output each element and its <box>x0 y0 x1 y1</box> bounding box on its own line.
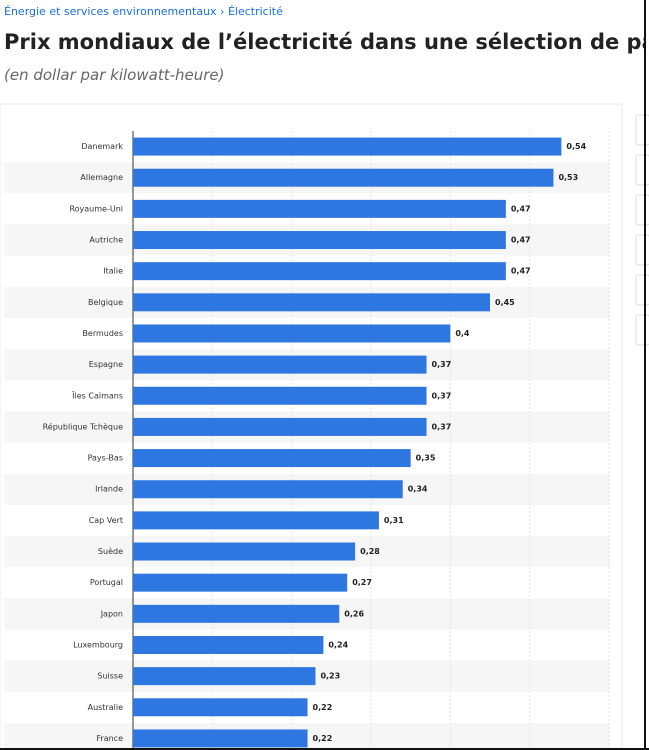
y-tick-label: Danemark <box>81 142 123 151</box>
y-tick-label: Portugal <box>90 578 123 587</box>
value-label: 0,24 <box>328 640 348 649</box>
bar <box>133 324 451 343</box>
y-tick-label: Royaume-Uni <box>69 204 123 213</box>
y-tick-label: Japon <box>100 609 123 618</box>
bar <box>133 231 506 250</box>
bar <box>133 542 356 561</box>
y-tick-label: Bermudes <box>82 329 123 338</box>
value-label: 0,45 <box>495 298 515 307</box>
bar <box>133 729 308 748</box>
value-label: 0,26 <box>344 609 364 618</box>
breadcrumb-link[interactable]: Énergie et services environnementaux <box>4 5 217 18</box>
bar <box>133 386 427 405</box>
y-tick-label: Suisse <box>97 672 123 681</box>
value-label: 0,47 <box>511 267 531 276</box>
value-label: 0,47 <box>511 204 531 213</box>
y-tick-label: Allemagne <box>80 173 123 182</box>
y-tick-label: République Tchèque <box>43 421 123 431</box>
y-tick-label: Belgique <box>88 298 123 307</box>
y-tick-label: Italie <box>103 267 123 276</box>
y-tick-label: Australie <box>88 703 123 712</box>
value-label: 0,4 <box>455 329 470 338</box>
button[interactable] <box>635 274 649 306</box>
y-tick-label: Espagne <box>89 360 123 369</box>
bar <box>133 480 403 499</box>
side-buttons <box>635 114 649 346</box>
bar <box>133 262 506 281</box>
bar <box>133 573 348 592</box>
bar <box>133 449 411 468</box>
bar <box>133 199 506 218</box>
button[interactable] <box>635 154 649 186</box>
y-tick-label: Autriche <box>89 236 123 245</box>
y-tick-label: Îles Caïmans <box>71 389 123 400</box>
value-label: 0,27 <box>352 578 372 587</box>
value-label: 0,37 <box>432 391 452 400</box>
chart-subtitle: (en dollar par kilowatt-heure) <box>4 66 225 84</box>
y-tick-label: Luxembourg <box>73 640 123 649</box>
chart-title: Prix mondiaux de l’électricité dans une … <box>4 30 644 54</box>
value-label: 0,54 <box>566 142 586 151</box>
value-label: 0,47 <box>511 236 531 245</box>
bar <box>133 355 427 374</box>
value-label: 0,28 <box>360 547 380 556</box>
y-tick-label: Suède <box>98 546 123 556</box>
value-label: 0,35 <box>416 454 436 463</box>
bar <box>133 698 308 717</box>
bar <box>133 604 340 623</box>
bar <box>133 511 379 530</box>
breadcrumb: Énergie et services environnementaux › É… <box>4 5 283 18</box>
bar <box>133 417 427 436</box>
button[interactable] <box>635 234 649 266</box>
value-label: 0,23 <box>320 672 340 681</box>
y-tick-label: France <box>96 734 123 743</box>
value-label: 0,34 <box>408 485 428 494</box>
bar <box>133 635 324 654</box>
bar <box>133 168 554 187</box>
button[interactable] <box>635 314 649 346</box>
y-tick-label: Irlande <box>95 485 123 494</box>
y-tick-label: Cap Vert <box>89 516 123 525</box>
value-label: 0,37 <box>432 422 452 431</box>
bar <box>133 293 490 312</box>
value-label: 0,53 <box>558 173 578 182</box>
button[interactable] <box>635 194 649 226</box>
value-label: 0,22 <box>313 734 333 743</box>
value-label: 0,22 <box>313 703 333 712</box>
value-label: 0,31 <box>384 516 404 525</box>
y-tick-label: Pays-Bas <box>88 454 123 463</box>
breadcrumb-link[interactable]: Électricité <box>227 5 283 18</box>
bar <box>133 667 316 686</box>
button[interactable] <box>635 114 649 146</box>
bar <box>133 137 562 156</box>
value-label: 0,37 <box>432 360 452 369</box>
